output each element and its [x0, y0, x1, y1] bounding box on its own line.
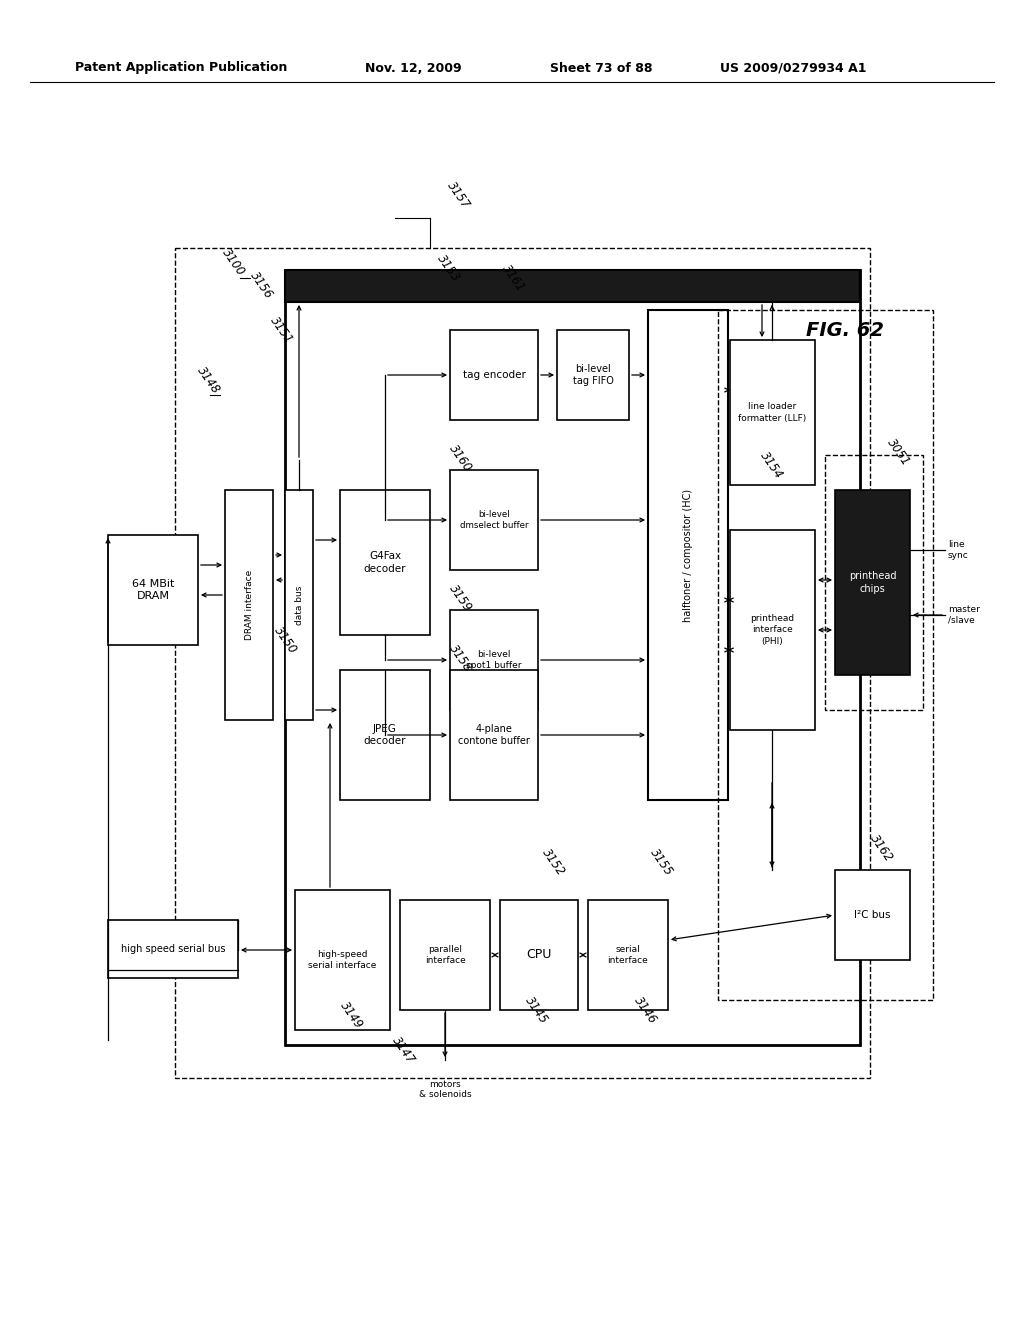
- Bar: [557, 330, 629, 420]
- Text: 3051: 3051: [885, 436, 912, 469]
- Bar: [285, 271, 860, 1045]
- Text: line
sync: line sync: [948, 540, 969, 560]
- Text: 3152: 3152: [540, 846, 568, 878]
- Bar: [285, 490, 313, 719]
- Text: bi-level
tag FIFO: bi-level tag FIFO: [572, 364, 613, 387]
- Text: 3145: 3145: [523, 994, 551, 1026]
- Bar: [730, 341, 815, 484]
- Text: 3162: 3162: [868, 832, 896, 865]
- Bar: [175, 248, 870, 1078]
- Bar: [588, 900, 668, 1010]
- Text: 4-plane
contone buffer: 4-plane contone buffer: [458, 723, 530, 746]
- Text: 3161: 3161: [500, 261, 527, 294]
- Text: US 2009/0279934 A1: US 2009/0279934 A1: [720, 62, 866, 74]
- Text: serial
interface: serial interface: [607, 945, 648, 965]
- Text: motors
& solenoids: motors & solenoids: [419, 1080, 471, 1100]
- Text: I²C bus: I²C bus: [854, 909, 891, 920]
- Bar: [450, 470, 538, 570]
- Text: 3100: 3100: [220, 246, 248, 279]
- Text: 3159: 3159: [447, 582, 475, 614]
- Bar: [108, 920, 238, 978]
- Text: 3153: 3153: [435, 252, 463, 284]
- Text: Patent Application Publication: Patent Application Publication: [75, 62, 288, 74]
- Text: parallel
interface: parallel interface: [425, 945, 465, 965]
- Text: bi-level
spot1 buffer: bi-level spot1 buffer: [466, 649, 522, 671]
- Bar: [400, 900, 490, 1010]
- Text: 3146: 3146: [632, 994, 659, 1026]
- Text: 3160: 3160: [447, 442, 475, 474]
- Text: high speed serial bus: high speed serial bus: [121, 944, 225, 954]
- Text: 3151: 3151: [268, 314, 296, 346]
- Bar: [450, 610, 538, 710]
- Bar: [500, 900, 578, 1010]
- Text: 3155: 3155: [648, 846, 676, 878]
- Text: line loader
formatter (LLF): line loader formatter (LLF): [738, 403, 807, 422]
- Text: CPU: CPU: [526, 949, 552, 961]
- Bar: [450, 330, 538, 420]
- Bar: [225, 490, 273, 719]
- Text: 3150: 3150: [272, 624, 300, 656]
- Text: 3154: 3154: [758, 449, 785, 480]
- Text: 64 MBit
DRAM: 64 MBit DRAM: [132, 578, 174, 601]
- Text: 3148: 3148: [195, 364, 223, 396]
- Text: 3157: 3157: [445, 180, 473, 211]
- Bar: [340, 671, 430, 800]
- Bar: [730, 531, 815, 730]
- Text: bi-level
dmselect buffer: bi-level dmselect buffer: [460, 510, 528, 531]
- Text: tag encoder: tag encoder: [463, 370, 525, 380]
- Bar: [340, 490, 430, 635]
- Text: JPEG
decoder: JPEG decoder: [364, 723, 407, 746]
- Text: Nov. 12, 2009: Nov. 12, 2009: [365, 62, 462, 74]
- Text: Sheet 73 of 88: Sheet 73 of 88: [550, 62, 652, 74]
- Bar: [648, 310, 728, 800]
- Bar: [825, 455, 923, 710]
- Bar: [285, 271, 860, 302]
- Text: data bus: data bus: [295, 585, 303, 624]
- Text: 3158: 3158: [447, 642, 475, 675]
- Text: G4Fax
decoder: G4Fax decoder: [364, 552, 407, 574]
- Text: 3149: 3149: [338, 999, 366, 1031]
- Text: 3147: 3147: [390, 1034, 418, 1067]
- Text: printhead
interface
(PHI): printhead interface (PHI): [751, 614, 795, 645]
- Text: master
/slave: master /slave: [948, 606, 980, 624]
- Bar: [718, 310, 933, 1001]
- Text: printhead
chips: printhead chips: [849, 572, 896, 594]
- Bar: [835, 490, 910, 675]
- Text: halftoner / compositor (HC): halftoner / compositor (HC): [683, 488, 693, 622]
- Bar: [295, 890, 390, 1030]
- Text: 3156: 3156: [248, 269, 275, 301]
- Bar: [450, 671, 538, 800]
- Text: DRAM interface: DRAM interface: [245, 570, 254, 640]
- Text: FIG. 62: FIG. 62: [806, 321, 884, 339]
- Bar: [835, 870, 910, 960]
- Bar: [108, 535, 198, 645]
- Text: high-speed
serial interface: high-speed serial interface: [308, 950, 377, 970]
